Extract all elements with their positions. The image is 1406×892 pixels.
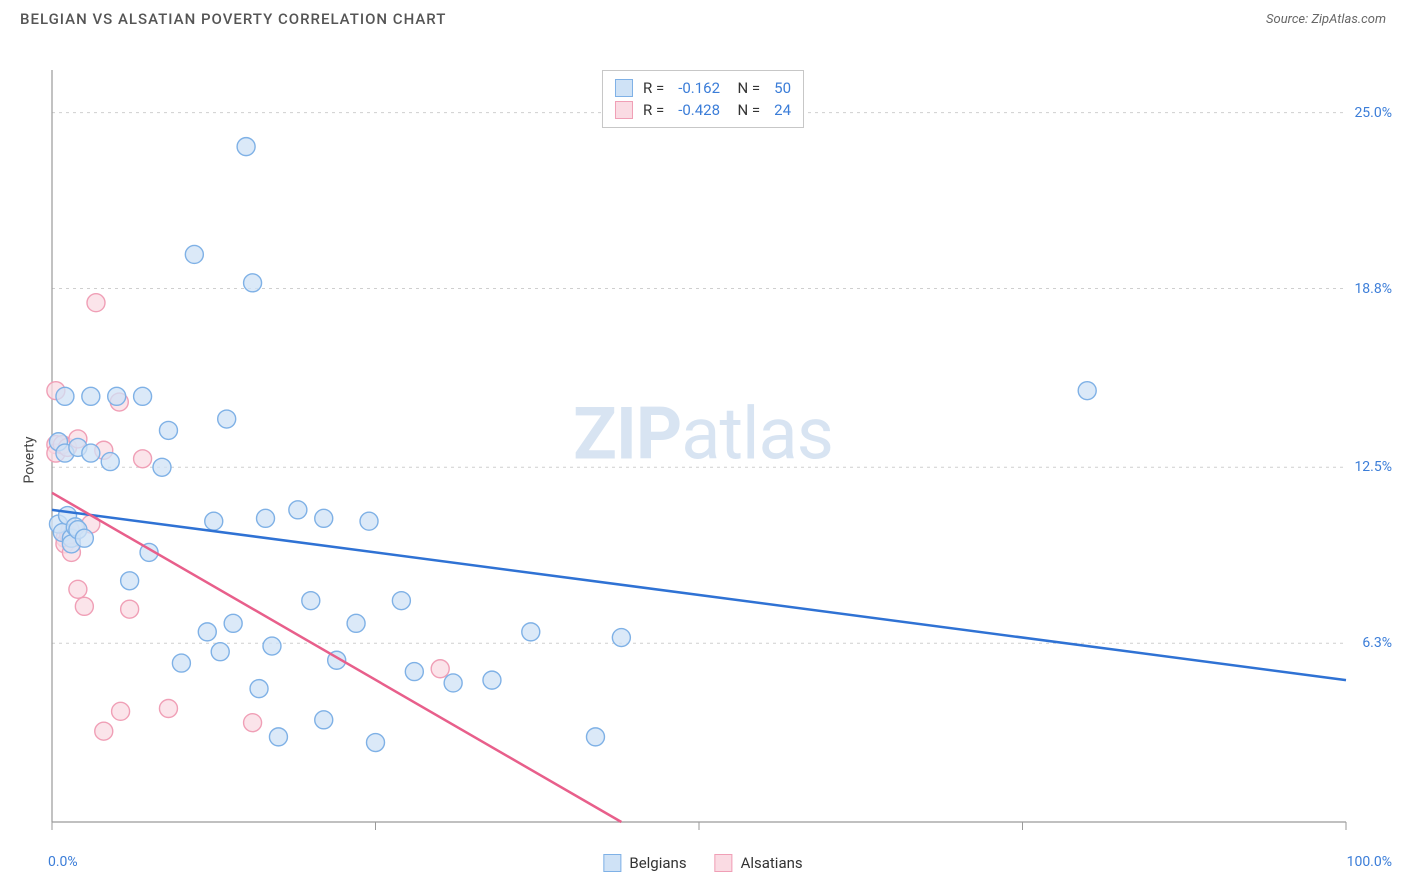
scatter-chart-svg	[0, 34, 1406, 886]
legend-n-label: N =	[730, 77, 760, 99]
y-tick-label: 18.8%	[1354, 281, 1392, 297]
x-axis-max-label: 100.0%	[1347, 854, 1392, 870]
legend-r-label: R =	[643, 77, 664, 99]
legend-swatch	[715, 854, 733, 872]
legend-r-value: -0.162	[678, 77, 720, 99]
y-tick-label: 12.5%	[1354, 459, 1392, 475]
source-label: Source:	[1266, 12, 1308, 27]
legend-row: R = -0.428 N = 24	[615, 99, 791, 121]
legend-n-value: 50	[774, 77, 791, 99]
y-tick-label: 6.3%	[1362, 635, 1392, 651]
legend-row: R = -0.162 N = 50	[615, 77, 791, 99]
source-attribution: Source: ZipAtlas.com	[1266, 12, 1386, 27]
legend-r-value: -0.428	[678, 99, 720, 121]
legend-swatch	[615, 79, 633, 97]
chart-title: BELGIAN VS ALSATIAN POVERTY CORRELATION …	[20, 10, 446, 28]
legend-swatch	[603, 854, 621, 872]
legend-label: Alsatians	[741, 854, 803, 872]
series-legend: Belgians Alsatians	[603, 854, 802, 872]
legend-r-label: R =	[643, 99, 664, 121]
correlation-legend: R = -0.162 N = 50 R = -0.428 N = 24	[602, 70, 804, 128]
legend-label: Belgians	[629, 854, 686, 872]
x-axis-min-label: 0.0%	[48, 854, 78, 870]
legend-item: Alsatians	[715, 854, 803, 872]
legend-n-label: N =	[730, 99, 760, 121]
chart-area: ZIPatlas Poverty R =-0.162 N =50R =-0.42…	[0, 34, 1406, 886]
chart-header: BELGIAN VS ALSATIAN POVERTY CORRELATION …	[0, 0, 1406, 34]
y-tick-label: 25.0%	[1354, 105, 1392, 121]
legend-swatch	[615, 101, 633, 119]
legend-n-value: 24	[774, 99, 791, 121]
source-value: ZipAtlas.com	[1311, 12, 1386, 27]
legend-item: Belgians	[603, 854, 686, 872]
